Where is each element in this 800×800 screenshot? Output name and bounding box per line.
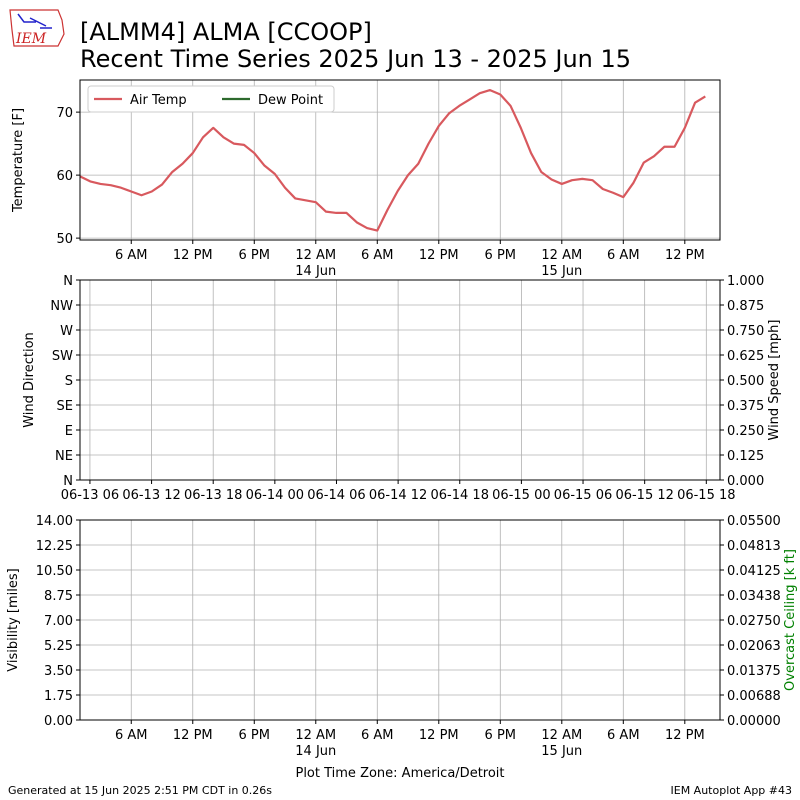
x-tick-label: 12 AM 15 Jun — [541, 248, 582, 279]
x-tick-label: 6 AM — [115, 728, 148, 743]
y2-tick-label: 0.04813 — [727, 539, 781, 554]
x-tick-label: 06-14 00 — [246, 488, 304, 503]
x-tick-label: 12 PM — [665, 248, 705, 263]
x-tick-label: 6 PM — [239, 728, 270, 743]
x-tick-label: 12 AM 14 Jun — [295, 248, 336, 279]
x-tick-label: 12 AM 15 Jun — [541, 728, 582, 759]
title: [ALMM4] ALMA [CCOOP] — [80, 18, 372, 46]
y-tick-label: 1.75 — [44, 689, 73, 704]
y2-tick-label: 0.03438 — [727, 589, 781, 604]
y2-tick-label: 0.00688 — [727, 689, 781, 704]
footer-app: IEM Autoplot App #43 — [671, 784, 793, 797]
y-tick-label: 70 — [56, 106, 73, 121]
y-tick-label: S — [65, 374, 73, 389]
x-tick-label: 12 PM — [419, 248, 459, 263]
y2-tick-label: 0.750 — [727, 324, 764, 339]
y2-tick-label: 0.875 — [727, 299, 764, 314]
y-axis-label: Wind Direction — [22, 332, 37, 428]
y-tick-label: W — [60, 324, 73, 339]
y2-tick-label: 0.500 — [727, 374, 764, 389]
x-tick-label: 12 PM — [173, 728, 213, 743]
x-tick-label: 06-13 06 — [61, 488, 119, 503]
y-tick-label: NW — [50, 299, 73, 314]
footer-generated: Generated at 15 Jun 2025 2:51 PM CDT in … — [8, 784, 272, 797]
x-tick-label: 6 AM — [361, 248, 394, 263]
y-tick-label: N — [63, 274, 73, 289]
x-tick-label: 12 AM 14 Jun — [295, 728, 336, 759]
x-axis-label: Plot Time Zone: America/Detroit — [295, 766, 504, 781]
x-tick-label: 06-15 12 — [615, 488, 673, 503]
y2-tick-label: 0.000 — [727, 474, 764, 489]
y-tick-label: 0.00 — [44, 714, 73, 729]
logo-outline — [9, 9, 65, 47]
legend-label: Air Temp — [130, 93, 187, 108]
logo-lines — [17, 13, 52, 29]
y2-tick-label: 0.625 — [727, 349, 764, 364]
x-tick-label: 6 AM — [607, 248, 640, 263]
x-tick-label: 06-14 18 — [431, 488, 489, 503]
y2-tick-label: 0.125 — [727, 449, 764, 464]
x-tick-label: 06-15 00 — [492, 488, 550, 503]
x-tick-label: 06-15 06 — [554, 488, 612, 503]
plot-frame — [79, 519, 721, 721]
x-tick-label: 06-13 18 — [184, 488, 242, 503]
x-tick-label: 06-14 06 — [307, 488, 365, 503]
x-tick-label: 6 PM — [485, 728, 516, 743]
logo-text: IEM — [15, 31, 47, 47]
y-tick-label: E — [65, 424, 73, 439]
y-tick-label: 8.75 — [44, 589, 73, 604]
x-tick-label: 12 PM — [173, 248, 213, 263]
x-tick-label: 6 AM — [115, 248, 148, 263]
x-tick-label: 06-14 12 — [369, 488, 427, 503]
x-tick-label: 12 PM — [665, 728, 705, 743]
x-tick-label: 12 PM — [419, 728, 459, 743]
legend-label: Dew Point — [258, 93, 323, 108]
logo: IEM — [9, 9, 65, 47]
x-tick-label: 6 PM — [239, 248, 270, 263]
y2-tick-label: 0.00000 — [727, 714, 781, 729]
x-tick-label: 06-13 12 — [122, 488, 180, 503]
y-tick-label: 50 — [56, 232, 73, 247]
y-tick-label: 3.50 — [44, 664, 73, 679]
y-tick-label: 60 — [56, 169, 73, 184]
y2-tick-label: 0.375 — [727, 399, 764, 414]
subtitle: Recent Time Series 2025 Jun 13 - 2025 Ju… — [80, 45, 631, 73]
y2-axis-label: Overcast Ceiling [k ft] — [783, 549, 798, 691]
legend-box — [87, 85, 335, 113]
series-line — [79, 88, 706, 232]
x-tick-label: 06-15 18 — [677, 488, 735, 503]
y2-tick-label: 0.05500 — [727, 514, 781, 529]
y2-tick-label: 0.02750 — [727, 614, 781, 629]
plot-frame — [79, 279, 721, 481]
y-axis-label: Visibility [miles] — [6, 568, 21, 671]
x-tick-label: 6 PM — [485, 248, 516, 263]
plot-frame — [79, 79, 721, 241]
x-tick-label: 6 AM — [607, 728, 640, 743]
y-tick-label: N — [63, 474, 73, 489]
y-tick-label: 12.25 — [36, 539, 73, 554]
y-axis-label: Temperature [F] — [11, 108, 26, 213]
y-tick-label: 10.50 — [36, 564, 73, 579]
y-tick-label: NE — [55, 449, 73, 464]
y2-tick-label: 0.04125 — [727, 564, 781, 579]
x-tick-label: 6 AM — [361, 728, 394, 743]
y-tick-label: SE — [57, 399, 73, 414]
y2-tick-label: 0.01375 — [727, 664, 781, 679]
y-tick-label: SW — [52, 349, 73, 364]
y2-tick-label: 0.02063 — [727, 639, 781, 654]
y-tick-label: 14.00 — [36, 514, 73, 529]
y2-tick-label: 0.250 — [727, 424, 764, 439]
y-tick-label: 7.00 — [44, 614, 73, 629]
legend: Air Temp Dew Point — [87, 85, 335, 113]
y2-tick-label: 1.000 — [727, 274, 764, 289]
y2-axis-label: Wind Speed [mph] — [767, 320, 782, 441]
y-tick-label: 5.25 — [44, 639, 73, 654]
